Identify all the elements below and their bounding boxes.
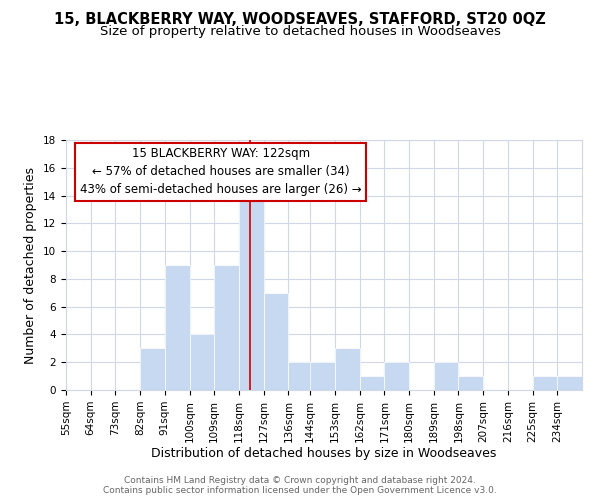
Bar	[310, 362, 335, 390]
Bar	[458, 376, 483, 390]
Bar	[263, 293, 289, 390]
Bar	[239, 196, 263, 390]
Bar	[289, 362, 313, 390]
Text: 15 BLACKBERRY WAY: 122sqm
← 57% of detached houses are smaller (34)
43% of semi-: 15 BLACKBERRY WAY: 122sqm ← 57% of detac…	[80, 148, 362, 196]
Y-axis label: Number of detached properties: Number of detached properties	[25, 166, 37, 364]
Text: Size of property relative to detached houses in Woodseaves: Size of property relative to detached ho…	[100, 25, 500, 38]
Text: Contains public sector information licensed under the Open Government Licence v3: Contains public sector information licen…	[103, 486, 497, 495]
Bar	[335, 348, 359, 390]
Text: 15, BLACKBERRY WAY, WOODSEAVES, STAFFORD, ST20 0QZ: 15, BLACKBERRY WAY, WOODSEAVES, STAFFORD…	[54, 12, 546, 28]
Bar	[214, 265, 239, 390]
X-axis label: Distribution of detached houses by size in Woodseaves: Distribution of detached houses by size …	[151, 448, 497, 460]
Bar	[434, 362, 458, 390]
Bar	[557, 376, 582, 390]
Bar	[190, 334, 214, 390]
Bar	[533, 376, 557, 390]
Bar	[165, 265, 190, 390]
Bar	[359, 376, 385, 390]
Bar	[385, 362, 409, 390]
Bar	[140, 348, 165, 390]
Text: Contains HM Land Registry data © Crown copyright and database right 2024.: Contains HM Land Registry data © Crown c…	[124, 476, 476, 485]
